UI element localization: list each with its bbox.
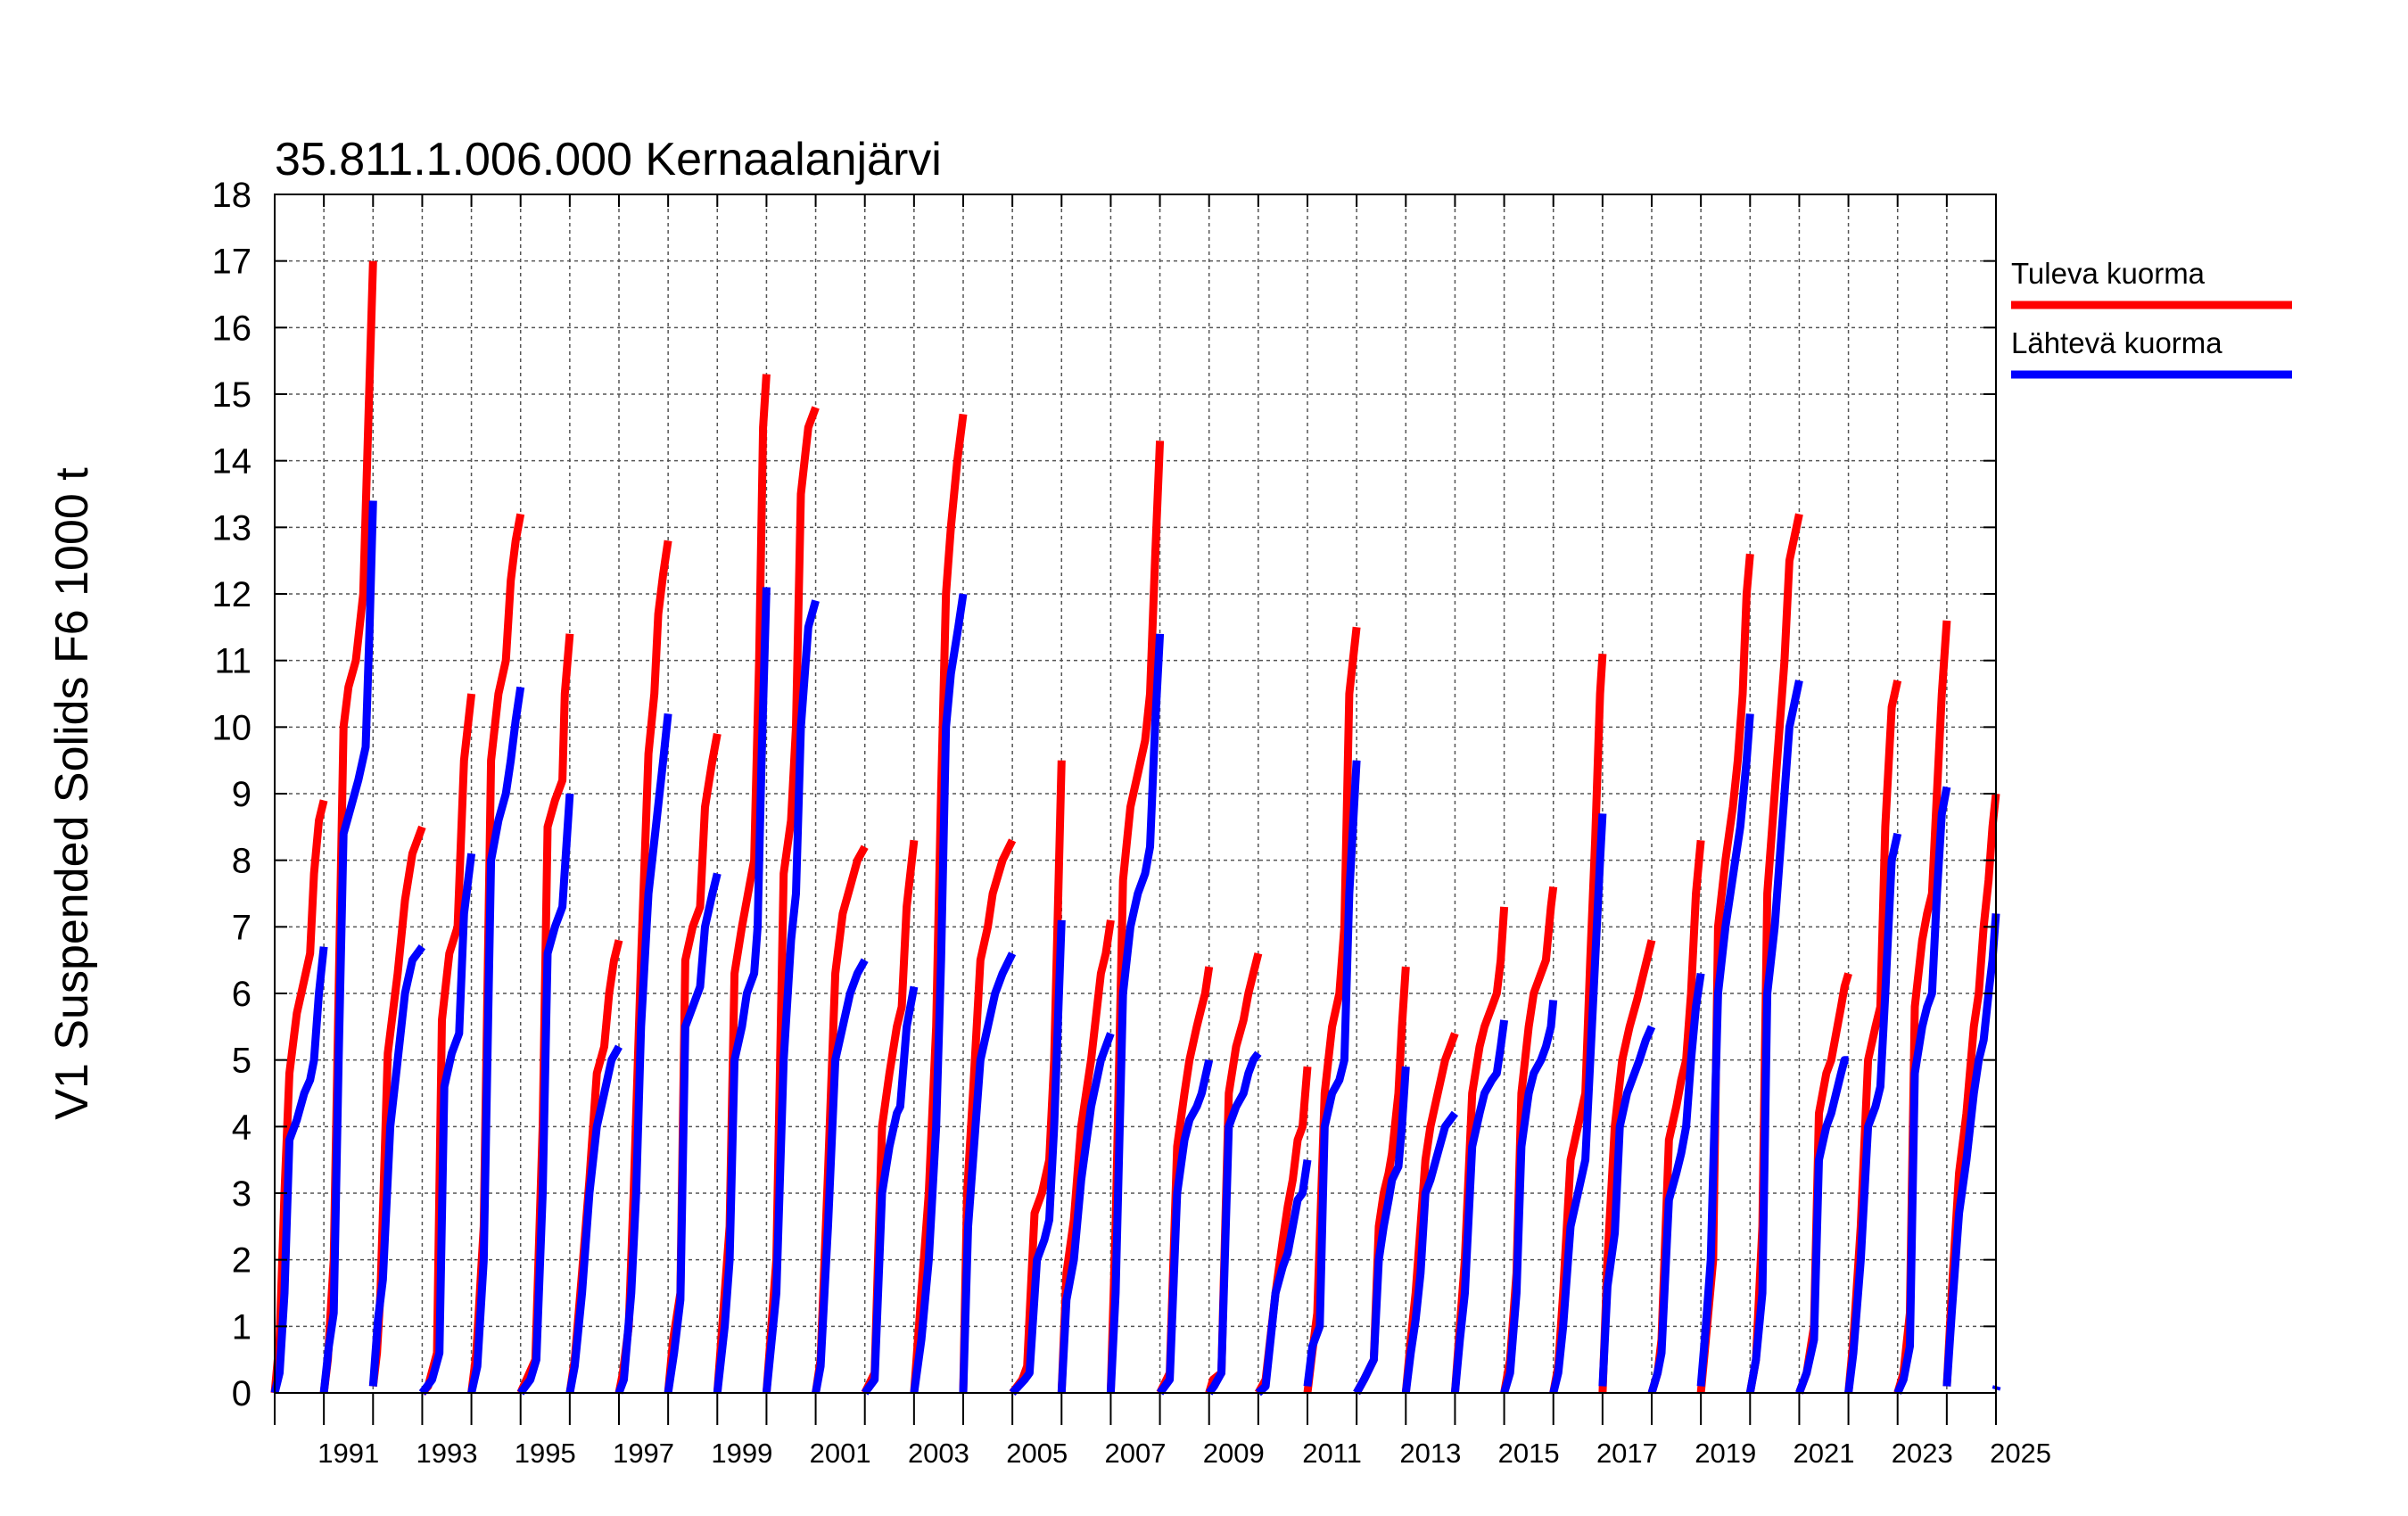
series-1-segment-2001: [812, 958, 869, 1394]
series-0-segment-1993: [419, 693, 476, 1396]
x-tick-label: 2019: [1695, 1438, 1756, 1469]
series-1-segment-1994: [467, 686, 525, 1394]
series-1-segment-2003: [910, 593, 968, 1394]
series-1-segment-1990: [270, 946, 328, 1395]
y-tick-label: 5: [232, 1042, 252, 1081]
series-0-segment-2006: [1057, 919, 1115, 1394]
series-1-segment-2005: [1009, 919, 1066, 1397]
series-1-segment-2004: [959, 952, 1017, 1394]
x-tick-label: 2007: [1105, 1438, 1167, 1469]
y-tick-label: 14: [212, 442, 252, 482]
series-1-segment-2016: [1549, 813, 1607, 1395]
x-tick-label: 2025: [1990, 1438, 2051, 1469]
chart-title: 35.811.1.006.000 Kernaalanjärvi: [275, 134, 942, 185]
series-0-segment-2018: [1647, 839, 1705, 1395]
series-1-segment-2023: [1893, 786, 1951, 1395]
x-tick-label: 2005: [1006, 1438, 1068, 1469]
series-1-segment-2024: [1942, 913, 2000, 1387]
y-axis-title: V1 Suspended Solids F6 1000 t: [46, 467, 98, 1120]
y-tick-label: 17: [212, 243, 252, 282]
y-tick-label: 2: [232, 1241, 252, 1281]
series-0-segment-2008: [1156, 966, 1214, 1395]
series-1-segment-2013: [1401, 1110, 1459, 1394]
series-1-segment-1993: [418, 853, 476, 1396]
y-tick-label: 10: [212, 708, 252, 747]
series-0-segment-2012: [1353, 966, 1410, 1396]
series-1-segment-1995: [517, 793, 574, 1396]
series-1-segment-1992: [368, 944, 426, 1387]
series-1-segment-2010: [1255, 1159, 1312, 1397]
y-tick-label: 0: [232, 1374, 252, 1413]
series-1-segment-2019: [1696, 713, 1754, 1387]
legend: Tuleva kuorma Lähtevä kuorma: [2011, 257, 2292, 379]
x-axis-ticks: 1991 1993 1995 1997 1999 2001 2003 2005 2007 2009…: [274, 194, 2051, 1469]
x-tick-label: 2023: [1892, 1438, 1953, 1469]
legend-label: Lähtevä kuorma: [2011, 326, 2222, 359]
series-1-segment-2018: [1647, 972, 1705, 1395]
x-tick-label: 2013: [1399, 1438, 1461, 1469]
series-0-segment-2002: [861, 839, 919, 1395]
series-1-segment-1991: [319, 500, 377, 1394]
x-tick-label: 1991: [317, 1438, 379, 1469]
legend-label: Tuleva kuorma: [2011, 257, 2206, 290]
y-tick-label: 6: [232, 975, 252, 1014]
x-tick-label: 2009: [1203, 1438, 1265, 1469]
y-tick-label: 3: [232, 1174, 252, 1214]
y-tick-label: 4: [232, 1108, 252, 1147]
y-tick-label: 8: [232, 842, 252, 881]
series-1-segment-2015: [1500, 1000, 1558, 1395]
series-1-segment-1998: [664, 872, 722, 1394]
x-tick-label: 1999: [711, 1438, 772, 1469]
series-1-segment-1997: [614, 713, 672, 1395]
y-tick-label: 11: [214, 642, 252, 681]
x-tick-label: 1997: [613, 1438, 674, 1469]
x-tick-label: 2011: [1302, 1438, 1362, 1469]
series-1-segment-1996: [565, 1044, 623, 1394]
series-0-segment-2000: [762, 406, 820, 1394]
y-tick-label: 7: [232, 908, 252, 947]
y-tick-label: 1: [232, 1307, 252, 1347]
x-tick-label: 2021: [1794, 1438, 1855, 1469]
series-1-segment-1999: [713, 587, 771, 1394]
series-lines: [270, 260, 2001, 1397]
series-1-segment-2000: [762, 599, 820, 1394]
x-tick-label: 2003: [908, 1438, 969, 1469]
y-tick-label: 18: [212, 176, 252, 215]
series-1-segment-2021: [1795, 1056, 1849, 1395]
series-1-segment-2006: [1057, 1032, 1115, 1394]
series-1-segment-2017: [1598, 1025, 1656, 1387]
series-0-segment-1998: [664, 732, 722, 1394]
series-0-segment-2004: [959, 838, 1017, 1394]
series-1-segment-2002: [862, 985, 919, 1396]
series-0-segment-2021: [1795, 972, 1852, 1395]
x-tick-label: 1993: [416, 1438, 478, 1469]
x-tick-label: 2017: [1596, 1438, 1658, 1469]
series-1-segment-2009: [1206, 1050, 1262, 1396]
y-tick-label: 15: [212, 375, 252, 415]
series-1-segment-2022: [1844, 832, 1902, 1394]
y-tick-label: 16: [212, 309, 252, 348]
series-1-segment-2007: [1106, 633, 1165, 1394]
series-1-segment-2020: [1745, 680, 1803, 1394]
series-0-segment-2017: [1598, 939, 1656, 1394]
x-tick-label: 1995: [515, 1438, 576, 1469]
y-tick-label: 12: [212, 575, 252, 614]
series-1-segment-2011: [1303, 760, 1361, 1388]
series-1-segment-2008: [1156, 1059, 1214, 1396]
x-tick-label: 2001: [810, 1438, 871, 1469]
series-1-segment-2014: [1450, 1019, 1509, 1394]
series-1-segment-2012: [1353, 1066, 1410, 1396]
series-0-segment-2010: [1254, 1066, 1312, 1396]
y-tick-label: 9: [232, 775, 252, 814]
x-tick-label: 2015: [1498, 1438, 1560, 1469]
series-0-segment-1994: [467, 513, 525, 1394]
series-0-segment-2023: [1893, 620, 1951, 1395]
y-tick-label: 13: [212, 508, 252, 548]
